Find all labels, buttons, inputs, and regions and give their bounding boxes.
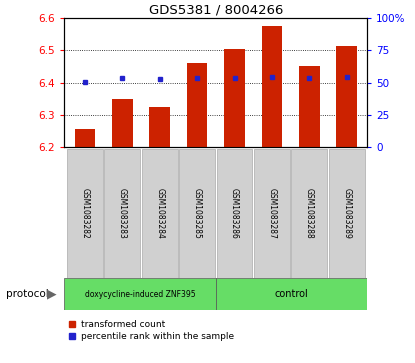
- Bar: [142, 149, 178, 278]
- Text: GSM1083287: GSM1083287: [267, 188, 276, 239]
- Bar: [329, 149, 365, 278]
- Text: GSM1083282: GSM1083282: [81, 188, 89, 238]
- Bar: [112, 99, 132, 147]
- Text: GSM1083289: GSM1083289: [342, 188, 351, 239]
- Bar: [261, 26, 282, 147]
- Bar: [224, 49, 245, 147]
- Bar: [216, 278, 367, 310]
- Title: GDS5381 / 8004266: GDS5381 / 8004266: [149, 4, 283, 17]
- Bar: [337, 45, 357, 147]
- Text: GSM1083288: GSM1083288: [305, 188, 314, 238]
- Bar: [67, 149, 103, 278]
- Bar: [149, 107, 170, 147]
- Bar: [75, 129, 95, 147]
- Text: doxycycline-induced ZNF395: doxycycline-induced ZNF395: [85, 290, 195, 298]
- Text: ▶: ▶: [47, 287, 57, 301]
- Text: protocol: protocol: [6, 289, 49, 299]
- Legend: transformed count, percentile rank within the sample: transformed count, percentile rank withi…: [69, 320, 234, 342]
- Text: control: control: [275, 289, 308, 299]
- Bar: [179, 149, 215, 278]
- Bar: [217, 149, 252, 278]
- Text: GSM1083284: GSM1083284: [155, 188, 164, 239]
- Bar: [64, 278, 216, 310]
- Text: GSM1083286: GSM1083286: [230, 188, 239, 239]
- Bar: [187, 63, 208, 147]
- Bar: [291, 149, 327, 278]
- Text: GSM1083285: GSM1083285: [193, 188, 202, 239]
- Bar: [299, 66, 320, 147]
- Bar: [104, 149, 140, 278]
- Text: GSM1083283: GSM1083283: [118, 188, 127, 239]
- Bar: [254, 149, 290, 278]
